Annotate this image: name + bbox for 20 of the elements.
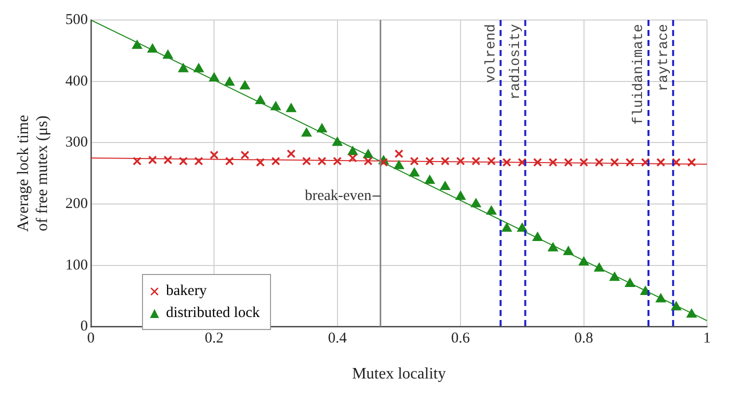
ref-line-label: raytrace bbox=[656, 24, 672, 92]
y-tick-label: 500 bbox=[65, 12, 88, 28]
ref-line-label: radiosity bbox=[508, 24, 524, 100]
x-tick-label: 0.4 bbox=[328, 330, 348, 347]
y-axis-title: Average lock time of free mutex (μs) bbox=[14, 114, 52, 232]
x-tick-label: 0.6 bbox=[451, 330, 470, 347]
y-tick-label: 300 bbox=[65, 134, 88, 151]
legend-label: bakery bbox=[166, 282, 207, 301]
ref-line-label: fluidanimate bbox=[631, 24, 648, 125]
x-tick-label: 1 bbox=[703, 330, 711, 347]
y-tick-label: 100 bbox=[65, 257, 88, 274]
y-tick-label: 200 bbox=[65, 196, 88, 212]
legend-label: distributed lock bbox=[166, 304, 260, 323]
x-tick-label: 0.2 bbox=[204, 330, 224, 347]
y-tick-label: 0 bbox=[80, 318, 88, 335]
ref-line-label: volrend bbox=[483, 24, 500, 83]
x-axis-title: Mutex locality bbox=[352, 366, 446, 383]
ref-line-label: break-even bbox=[304, 188, 372, 204]
y-tick-label: 400 bbox=[65, 73, 88, 90]
x-tick-label: 0.8 bbox=[574, 330, 594, 347]
